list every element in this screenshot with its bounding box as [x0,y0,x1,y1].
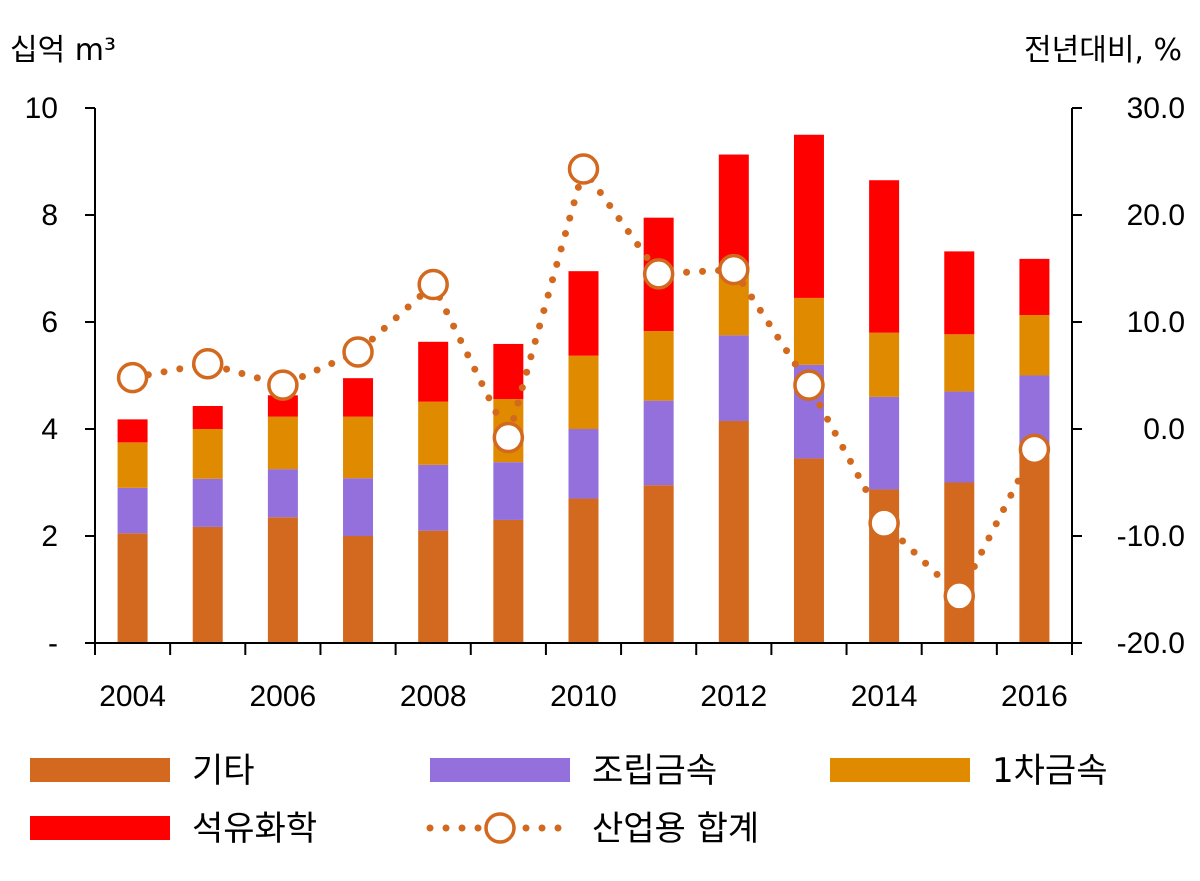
legend-swatch-조립금속 [430,758,570,782]
bar-1차금속-2005 [192,429,223,479]
point-2009 [492,421,525,454]
bar-기타-2016 [1019,450,1050,643]
x-tick-label-2016: 2016 [1001,680,1068,713]
bar-조립금속-2006 [267,469,298,518]
bar-석유화학-2010 [568,271,599,356]
right-tick-label: 0.0 [1143,413,1185,446]
axes-layer: - 2 4 6 8 10 -20.0 -10.0 0.0 10.0 20.0 30.0 2004 2006… [25,92,1185,713]
right-axis-unit: 전년대비, % [1024,33,1182,68]
bar-1차금속-2007 [343,416,374,479]
x-tick-label-2012: 2012 [700,680,767,713]
bar-1차금속-2004 [117,442,148,488]
line-layer [116,153,1051,612]
bar-조립금속-2007 [343,478,374,536]
bar-조립금속-2012 [718,335,749,421]
left-tick-label: 4 [41,413,58,446]
bar-석유화학-2009 [493,343,524,400]
point-2005 [191,347,224,380]
x-tick-label-2006: 2006 [250,680,317,713]
point-2012 [718,253,750,286]
bar-기타-2015 [944,482,975,643]
bar-조립금속-2015 [944,391,975,483]
point-2008 [417,268,449,301]
right-tick-label: 20.0 [1127,199,1185,232]
bar-1차금속-2016 [1019,315,1050,376]
left-tick-label: - [48,627,58,660]
bar-기타-2012 [718,420,749,643]
bar-석유화학-2016 [1019,258,1050,316]
x-tick-label-2004: 2004 [99,680,166,713]
bar-1차금속-2015 [944,334,975,392]
bar-조립금속-2004 [117,487,148,534]
bar-조립금속-2010 [568,429,599,499]
bar-1차금속-2008 [418,401,449,465]
bar-기타-2008 [418,530,449,643]
bar-석유화학-2014 [869,180,900,333]
bar-1차금속-2014 [869,332,900,397]
x-tick-label-2008: 2008 [400,680,467,713]
bar-기타-2009 [493,519,524,643]
left-tick-label: 2 [41,520,58,553]
bar-기타-2007 [343,536,374,643]
bar-조립금속-2014 [869,396,900,490]
point-2011 [642,258,675,290]
right-tick-label: 30.0 [1127,92,1185,125]
legend-swatch-marker [484,812,516,844]
bars-layer [117,134,1050,643]
bar-기타-2006 [267,517,298,643]
bar-조립금속-2005 [192,478,223,527]
legend-label-기타: 기타 [192,751,255,791]
bar-석유화학-2012 [718,154,749,269]
bar-1차금속-2006 [267,416,298,470]
point-2004 [116,361,149,394]
bar-조립금속-2011 [643,400,674,486]
bar-기타-2011 [643,485,674,643]
bar-기타-2010 [568,498,599,643]
bar-1차금속-2011 [643,331,674,401]
bar-1차금속-2010 [568,355,599,429]
bar-1차금속-2013 [793,297,824,365]
bar-조립금속-2008 [418,464,449,531]
point-2010 [567,153,600,185]
x-tick-label-2010: 2010 [550,680,617,713]
legend-label-조립금속: 조립금속 [592,751,717,791]
left-axis-unit: 십억 m³ [10,33,116,68]
legend-label-1차금속: 1차금속 [992,751,1107,791]
bar-석유화학-2013 [793,134,824,298]
bar-석유화학-2006 [267,395,298,417]
point-2014 [868,507,900,539]
bar-조립금속-2009 [493,462,524,520]
point-2006 [267,369,299,401]
left-tick-label: 8 [41,199,58,232]
bar-석유화학-2007 [343,378,374,417]
point-2016 [1018,433,1051,466]
right-tick-label: -10.0 [1117,520,1185,553]
bar-석유화학-2008 [418,341,449,402]
left-tick-label: 6 [41,306,58,339]
x-tick-label-2014: 2014 [851,680,918,713]
bar-석유화학-2004 [117,419,148,443]
legend-swatch-석유화학 [30,816,170,840]
right-tick-label: -20.0 [1117,627,1185,660]
bar-기타-2004 [117,533,148,643]
point-2007 [342,336,374,368]
bar-석유화학-2015 [944,251,975,335]
legend-swatch-기타 [30,758,170,782]
bar-기타-2005 [192,526,223,643]
right-tick-label: 10.0 [1127,306,1185,339]
legend-label-석유화학: 석유화학 [192,809,317,849]
point-2015 [943,580,976,612]
legend-swatch-1차금속 [830,758,970,782]
point-2013 [793,369,825,401]
legend-label-산업용 합계: 산업용 합계 [592,809,759,849]
bar-석유화학-2005 [192,405,223,429]
bar-기타-2013 [793,458,824,643]
left-tick-label: 10 [25,92,58,125]
